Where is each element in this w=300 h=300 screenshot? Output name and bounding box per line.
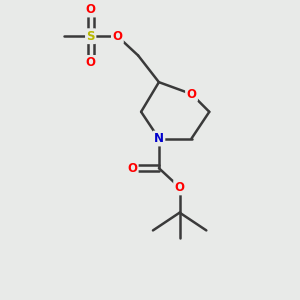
Text: O: O: [86, 3, 96, 16]
Text: O: O: [175, 181, 184, 194]
Text: S: S: [86, 30, 95, 43]
Text: O: O: [112, 30, 122, 43]
Text: O: O: [187, 88, 196, 100]
Text: O: O: [127, 162, 137, 175]
Text: N: N: [154, 132, 164, 145]
Text: O: O: [86, 56, 96, 69]
